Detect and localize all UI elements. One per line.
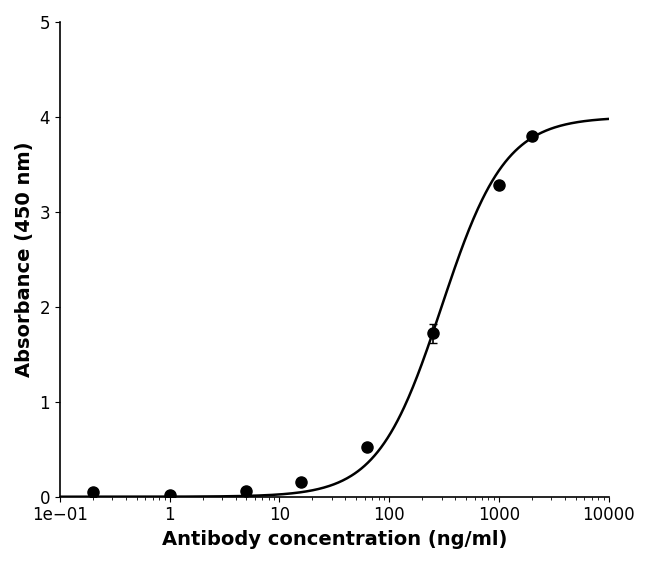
X-axis label: Antibody concentration (ng/ml): Antibody concentration (ng/ml): [162, 530, 507, 549]
Y-axis label: Absorbance (450 nm): Absorbance (450 nm): [15, 142, 34, 377]
